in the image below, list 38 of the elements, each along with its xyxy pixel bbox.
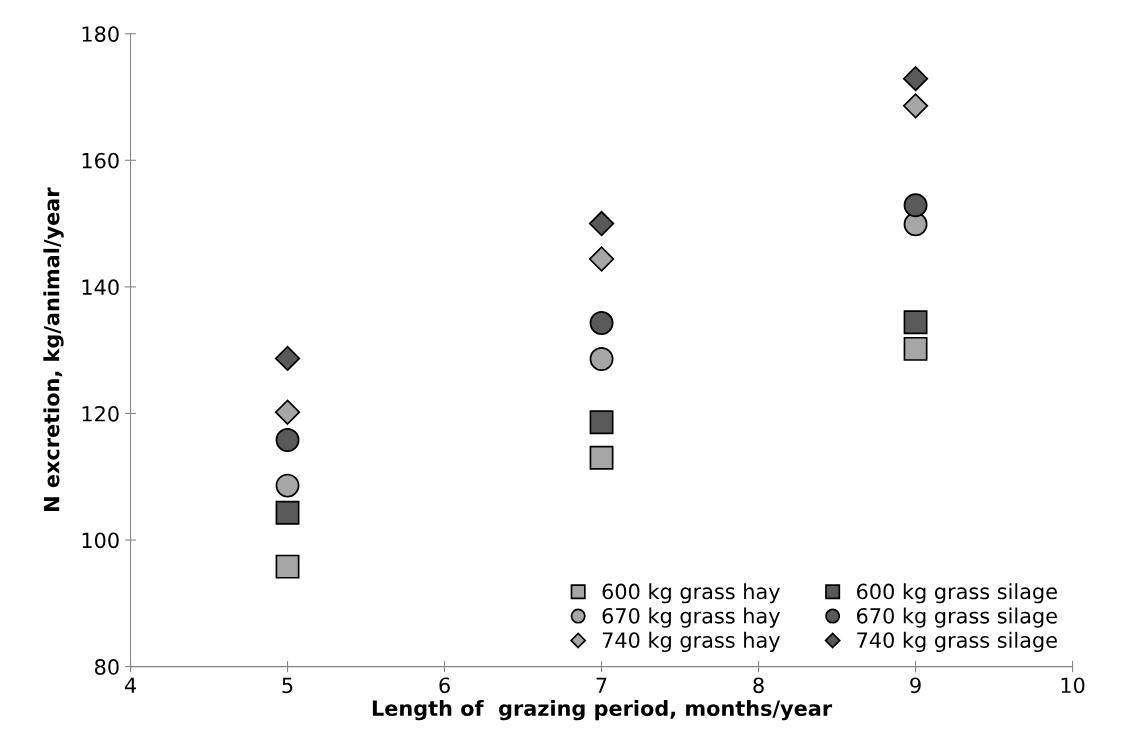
legend-label: 740 kg grass silage — [857, 631, 1057, 653]
x-tick-label: 4 — [124, 677, 136, 693]
point — [589, 347, 614, 371]
y-tick-label: 120 — [82, 405, 119, 422]
point — [274, 345, 301, 372]
y-tick-label: 140 — [82, 279, 119, 296]
point — [902, 66, 929, 92]
x-tick-label: 7 — [596, 677, 607, 693]
point — [589, 410, 614, 435]
y-axis-title: N excretion, kg/animal/year — [43, 187, 64, 511]
point — [589, 445, 614, 470]
x-tick-label: 6 — [439, 677, 450, 694]
point — [588, 210, 615, 237]
y-tick-label: 160 — [82, 152, 119, 169]
point — [274, 399, 301, 425]
y-tick-label: 100 — [82, 532, 119, 549]
point — [275, 554, 300, 579]
y-tick-label: 180 — [82, 26, 119, 42]
legend-label: 740 kg grass hay — [602, 631, 780, 653]
legend-label: 670 kg grass hay — [602, 607, 780, 628]
point — [589, 310, 614, 335]
point — [275, 500, 300, 525]
point — [903, 193, 928, 218]
y-tick-label: 80 — [95, 659, 119, 675]
point — [275, 473, 300, 498]
x-tick-label: 9 — [910, 677, 921, 694]
legend-label: 600 kg grass silage — [857, 583, 1057, 604]
point — [588, 246, 615, 272]
point — [902, 93, 929, 119]
point — [903, 336, 928, 361]
x-tick-label: 5 — [282, 677, 293, 694]
point — [903, 310, 928, 335]
x-tick-label: 10 — [1061, 677, 1085, 694]
point — [275, 428, 300, 452]
x-tick-label: 8 — [753, 677, 764, 694]
legend-label: 600 kg grass hay — [602, 583, 780, 604]
x-axis-title: Length of grazing period, months/year — [372, 699, 833, 721]
legend-label: 670 kg grass silage — [857, 607, 1057, 628]
